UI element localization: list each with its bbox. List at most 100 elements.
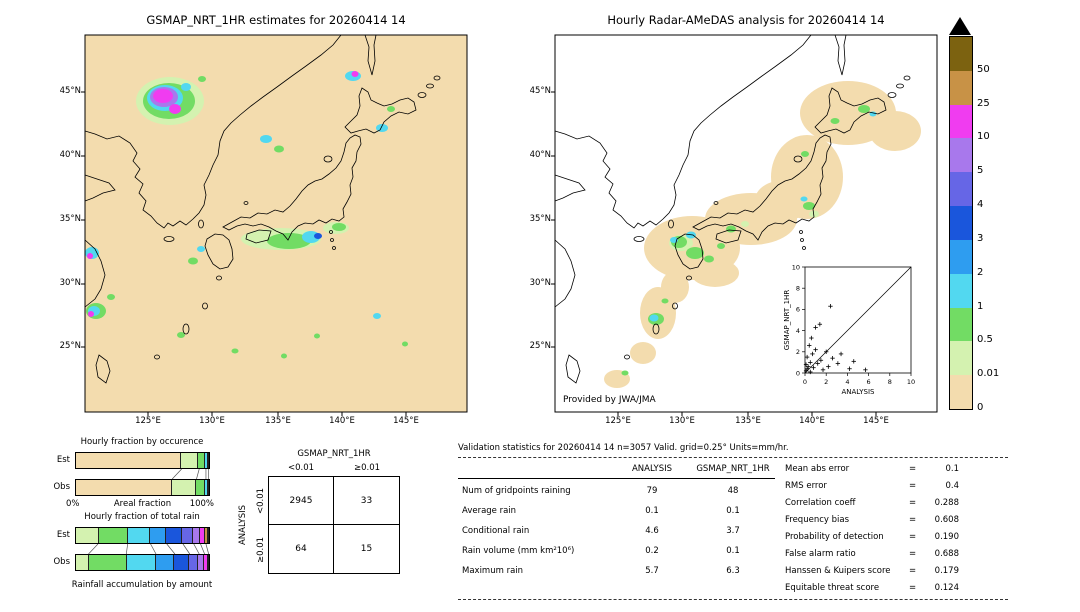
lat-tick-label: 35°N — [529, 214, 551, 224]
bar-segment — [76, 453, 182, 468]
stat-label: RMS error — [785, 481, 827, 491]
inset-y-tick-label: 0 — [796, 369, 800, 377]
areal-fraction-axis-label: Areal fraction — [113, 499, 172, 509]
contingency-table: 2945 33 64 15 — [268, 476, 400, 574]
lat-tick-label: 25°N — [529, 341, 551, 351]
colorbar-tick-label: 0.5 — [977, 334, 993, 346]
stat-value: 0.4 — [945, 481, 959, 491]
scatter-points — [803, 304, 868, 375]
stat-value: 0.688 — [934, 549, 959, 559]
stat-equals: = — [909, 481, 917, 491]
stat-label: Probability of detection — [785, 532, 884, 542]
coastlines — [554, 34, 911, 384]
bar-segment — [198, 453, 205, 468]
colorbar — [949, 36, 973, 410]
bar-segment — [174, 555, 190, 570]
validation-gsmap-value: 6.3 — [726, 566, 740, 576]
validation-title: Validation statistics for 20260414 14 n=… — [458, 443, 789, 453]
left-map-title: GSMAP_NRT_1HR estimates for 20260414 14 — [146, 13, 406, 27]
stat-value: 0.608 — [934, 515, 959, 525]
stat-equals: = — [909, 464, 917, 474]
colorbar-segment — [950, 239, 972, 274]
colorbar-tick-label: 25 — [977, 97, 990, 109]
lat-tick-label: 40°N — [529, 150, 551, 160]
colorbar-segment — [950, 307, 972, 342]
colorbar-segment — [950, 341, 972, 376]
contingency-col-label-1: ≥0.01 — [353, 463, 381, 473]
lat-tick-label: 45°N — [59, 86, 81, 96]
contingency-row-label-1: ≥0.01 — [256, 536, 266, 564]
lon-tick-label: 125°E — [605, 416, 631, 426]
inset-x-tick-label: 10 — [907, 378, 915, 386]
bar-segment — [193, 528, 200, 543]
inset-y-axis-label: GSMAP_NRT_1HR — [783, 290, 791, 351]
inset-x-tick-label: 2 — [824, 378, 828, 386]
inset-y-tick-label: 6 — [796, 306, 800, 314]
occurrence-title: Hourly fraction by occurence — [80, 437, 204, 447]
stat-label: Mean abs error — [785, 464, 850, 474]
total-rain-caption: Rainfall accumulation by amount — [71, 580, 213, 590]
colorbar-tick-label: 50 — [977, 63, 990, 75]
inset-y-tick-label: 4 — [796, 327, 800, 335]
bar-segment — [204, 453, 208, 468]
colorbar-tick-label: 4 — [977, 199, 984, 211]
inset-x-tick-label: 0 — [803, 378, 807, 386]
areal-fraction-max-label: 100% — [189, 499, 214, 509]
colorbar-tick-label: 0.01 — [977, 368, 1000, 380]
validation-gsmap-value: 48 — [727, 486, 739, 496]
bar-segment — [98, 528, 128, 543]
stat-value: 0.179 — [934, 566, 959, 576]
lat-tick-label: 25°N — [59, 341, 81, 351]
stat-label: Frequency bias — [785, 515, 850, 525]
inset-x-tick-label: 8 — [888, 378, 892, 386]
lon-tick-label: 125°E — [135, 416, 161, 426]
occurrence-row-label: Obs — [53, 482, 70, 492]
total-rain-row-label: Est — [56, 530, 70, 540]
colorbar-segment — [950, 206, 972, 240]
colorbar-segment — [950, 172, 972, 207]
map-credit: Provided by JWA/JMA — [563, 395, 656, 405]
validation-row-label: Num of gridpoints raining — [462, 486, 571, 496]
stat-equals: = — [909, 515, 917, 525]
lat-tick-label: 30°N — [59, 278, 81, 288]
bar-segment — [199, 528, 205, 543]
bar-segment — [126, 555, 156, 570]
map-frame — [554, 34, 938, 413]
colorbar-segment — [950, 273, 972, 308]
contingency-cell-10: 64 — [269, 525, 334, 573]
bar-segment — [182, 528, 193, 543]
stat-label: Equitable threat score — [785, 583, 880, 593]
inset-x-tick-label: 4 — [845, 378, 849, 386]
stat-equals: = — [909, 498, 917, 508]
colorbar-tick-label: 3 — [977, 232, 984, 244]
divider-top — [458, 457, 1008, 458]
bar-segment — [76, 528, 99, 543]
colorbar-segment — [950, 375, 972, 409]
occurrence-bar-est — [75, 452, 210, 469]
lat-tick-label: 45°N — [529, 86, 551, 96]
total-rain-bar-est — [75, 527, 210, 544]
lon-tick-label: 135°E — [735, 416, 761, 426]
inset-y-tick-label: 10 — [792, 263, 800, 271]
lon-tick-label: 130°E — [199, 416, 225, 426]
validation-analysis-value: 0.1 — [645, 506, 659, 516]
bar-segment — [181, 453, 199, 468]
inset-x-tick-label: 6 — [867, 378, 871, 386]
contingency-cell-11: 15 — [360, 544, 373, 554]
colorbar-tick-label: 10 — [977, 131, 990, 143]
occurrence-bar-obs — [75, 479, 210, 496]
gsmap-estimates-map — [81, 34, 468, 416]
lon-tick-label: 135°E — [265, 416, 291, 426]
validation-col-analysis: ANALYSIS — [631, 464, 673, 474]
occurrence-row-label: Est — [56, 455, 70, 465]
stat-equals: = — [909, 566, 917, 576]
stat-label: Hanssen & Kuipers score — [785, 566, 891, 576]
bar-segment — [171, 480, 196, 495]
lon-tick-label: 140°E — [799, 416, 825, 426]
lon-tick-label: 130°E — [669, 416, 695, 426]
contingency-row-header: ANALYSIS — [238, 504, 248, 546]
contingency-col-label-0: <0.01 — [287, 463, 315, 473]
bar-segment — [155, 555, 175, 570]
validation-gsmap-value: 0.1 — [726, 506, 740, 516]
colorbar-tick-label: 5 — [977, 165, 984, 177]
